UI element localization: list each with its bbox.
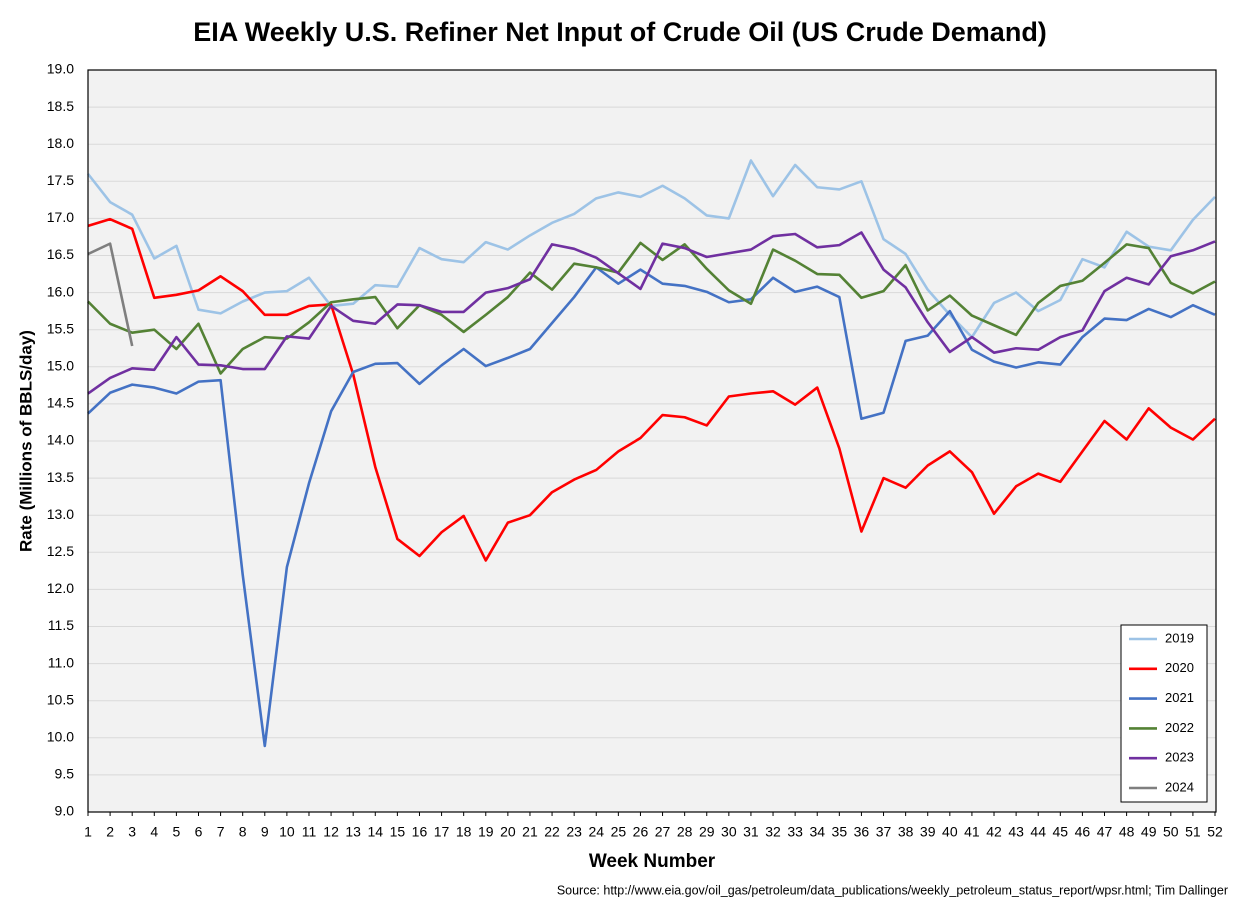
series-line — [87, 231, 1216, 395]
y-tick-label: 11.5 — [48, 617, 74, 633]
x-tick-label: 27 — [655, 824, 671, 840]
y-tick-label: 9.5 — [55, 766, 75, 782]
x-tick-label: 26 — [633, 824, 649, 840]
x-tick-label: 32 — [765, 824, 781, 840]
x-tick-label: 48 — [1119, 824, 1135, 840]
x-tick-label: 1 — [84, 824, 92, 840]
series-line — [86, 159, 1216, 339]
y-tick-label: 11.0 — [48, 654, 74, 670]
y-tick-label: 13.0 — [47, 506, 74, 522]
x-tick-label: 23 — [566, 824, 582, 840]
x-tick-label: 22 — [544, 824, 560, 840]
x-tick-label: 52 — [1207, 824, 1223, 840]
y-tick-label: 15.5 — [47, 320, 74, 336]
x-tick-label: 30 — [721, 824, 737, 840]
y-tick-label: 16.5 — [47, 246, 74, 262]
legend-label: 2024 — [1165, 779, 1194, 794]
x-tick-label: 20 — [500, 824, 516, 840]
series-line — [87, 242, 134, 347]
x-tick-label: 51 — [1185, 824, 1201, 840]
chart-title: EIA Weekly U.S. Refiner Net Input of Cru… — [193, 17, 1047, 47]
y-tick-label: 17.5 — [47, 172, 74, 188]
x-tick-label: 25 — [611, 824, 627, 840]
plot-border — [87, 69, 1217, 813]
x-tick-label: 21 — [522, 824, 538, 840]
legend-box — [1120, 624, 1208, 803]
legend-label: 2022 — [1165, 720, 1194, 735]
legend-label: 2023 — [1165, 750, 1194, 765]
x-tick-label: 41 — [964, 824, 980, 840]
x-tick-label: 47 — [1097, 824, 1113, 840]
x-tick-label: 40 — [942, 824, 958, 840]
y-tick-label: 10.5 — [47, 691, 74, 707]
x-tick-label: 35 — [832, 824, 848, 840]
x-tick-label: 50 — [1163, 824, 1179, 840]
y-tick-label: 18.0 — [47, 135, 74, 151]
y-axis-label: Rate (Millions of BBLS/day) — [16, 330, 35, 552]
x-tick-label: 49 — [1141, 824, 1157, 840]
x-tick-label: 46 — [1075, 824, 1091, 840]
x-tick-label: 29 — [699, 824, 715, 840]
x-tick-label: 39 — [920, 824, 936, 840]
y-tick-label: 13.5 — [47, 469, 74, 485]
y-tick-label: 14.0 — [47, 432, 74, 448]
x-tick-label: 14 — [367, 824, 383, 840]
x-tick-label: 28 — [677, 824, 693, 840]
x-tick-label: 38 — [898, 824, 914, 840]
x-tick-label: 17 — [434, 824, 450, 840]
series-line — [87, 217, 1216, 562]
legend-label: 2021 — [1165, 690, 1194, 705]
legend-label: 2019 — [1165, 630, 1194, 645]
x-tick-label: 2 — [106, 824, 114, 840]
x-tick-label: 9 — [261, 824, 269, 840]
y-tick-label: 19.0 — [47, 61, 74, 77]
x-tick-label: 12 — [323, 824, 339, 840]
y-tick-label: 12.0 — [47, 580, 74, 596]
x-tick-label: 16 — [412, 824, 428, 840]
y-tick-label: 15.0 — [47, 358, 74, 374]
x-tick-label: 31 — [743, 824, 759, 840]
x-tick-label: 18 — [456, 824, 472, 840]
series-line — [87, 266, 1216, 748]
legend-label: 2020 — [1165, 660, 1194, 675]
series-line — [87, 241, 1216, 375]
x-tick-label: 6 — [195, 824, 203, 840]
x-tick-label: 3 — [128, 824, 136, 840]
x-tick-label: 42 — [986, 824, 1002, 840]
y-tick-label: 18.5 — [47, 98, 74, 114]
x-tick-label: 13 — [345, 824, 361, 840]
y-tick-label: 12.5 — [47, 543, 74, 559]
source-note: Source: http://www.eia.gov/oil_gas/petro… — [557, 883, 1228, 897]
x-tick-label: 4 — [150, 824, 158, 840]
x-tick-label: 24 — [588, 824, 604, 840]
x-tick-label: 11 — [302, 824, 317, 840]
x-axis-label: Week Number — [589, 851, 716, 872]
x-tick-label: 15 — [390, 824, 406, 840]
y-tick-label: 9.0 — [55, 803, 75, 819]
x-tick-label: 19 — [478, 824, 494, 840]
x-tick-label: 5 — [172, 824, 180, 840]
x-tick-label: 37 — [876, 824, 892, 840]
x-tick-label: 7 — [217, 824, 225, 840]
x-tick-label: 8 — [239, 824, 247, 840]
x-tick-label: 45 — [1053, 824, 1069, 840]
y-tick-label: 14.5 — [47, 395, 74, 411]
x-tick-label: 36 — [854, 824, 870, 840]
x-tick-label: 33 — [787, 824, 803, 840]
x-tick-label: 44 — [1030, 824, 1046, 840]
y-tick-label: 17.0 — [47, 209, 74, 225]
y-tick-label: 16.0 — [47, 283, 74, 299]
x-tick-label: 10 — [279, 824, 295, 840]
x-tick-label: 34 — [809, 824, 825, 840]
x-tick-label: 43 — [1008, 824, 1024, 840]
y-tick-label: 10.0 — [47, 729, 74, 745]
